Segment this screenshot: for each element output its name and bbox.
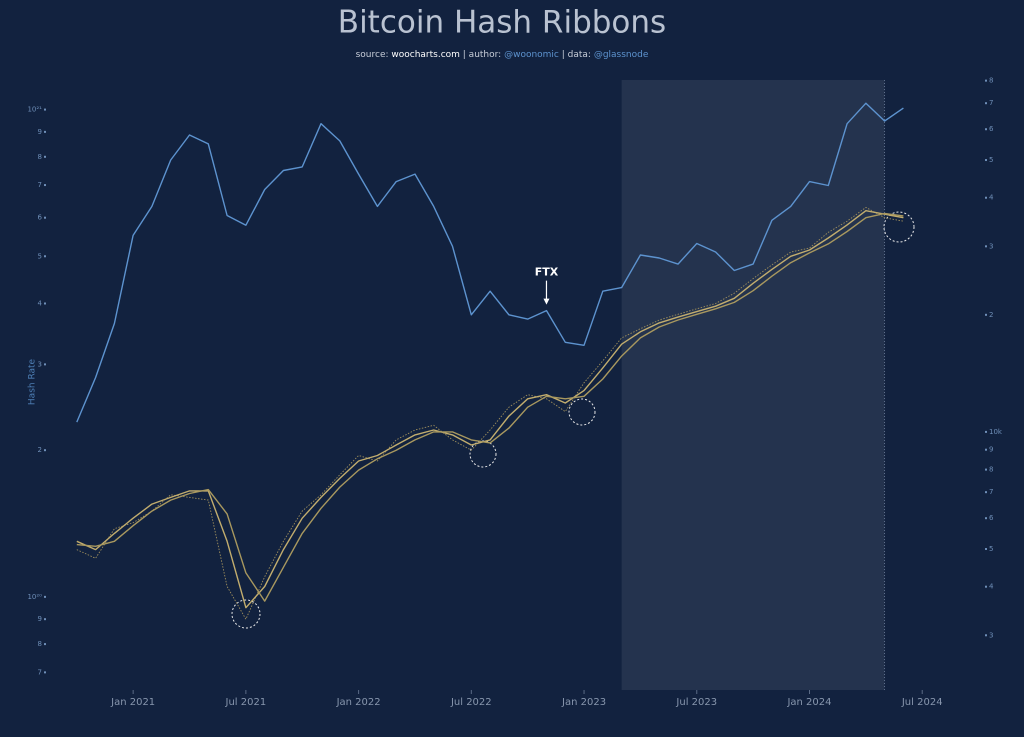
marker-circle [883, 211, 915, 243]
y2-tick-mark [985, 159, 987, 162]
y-tick-mark [44, 302, 46, 305]
marker-circle [231, 599, 261, 629]
chart-subtitle: source: woocharts.com | author: @woonomi… [356, 50, 649, 60]
x-tick-label: Jul 2024 [901, 697, 943, 708]
y-tick-label: 6 [38, 214, 43, 222]
y2-tick-mark [985, 102, 987, 105]
x-tick-label: Jan 2022 [336, 697, 381, 708]
y-tick-label: 9 [38, 615, 42, 623]
y-tick-mark [44, 643, 46, 646]
series-line [76, 102, 904, 423]
annotation-text: FTX [535, 266, 559, 279]
y2-tick-mark [985, 547, 987, 550]
y-tick-label: 5 [38, 252, 42, 260]
x-tick-label: Jul 2022 [450, 697, 492, 708]
y-tick-mark [44, 449, 46, 452]
y-tick-mark [44, 184, 46, 187]
y-tick-mark [44, 618, 46, 621]
y2-tick-mark [985, 128, 987, 131]
y2-tick-mark [985, 430, 987, 433]
y2-tick-label: 3 [989, 631, 993, 639]
y-tick-label: 8 [38, 640, 42, 648]
y2-tick-label: 5 [989, 545, 993, 553]
y2-tick-label: 4 [989, 583, 994, 591]
x-tick-label: Jul 2021 [225, 697, 267, 708]
y-tick-label: 8 [38, 153, 42, 161]
x-tick-label: Jan 2023 [561, 697, 606, 708]
y-tick-label: 2 [38, 446, 42, 454]
y2-tick-label: 8 [989, 77, 993, 85]
y-tick-mark [44, 130, 46, 133]
y-tick-mark [44, 255, 46, 258]
y2-tick-label: 3 [989, 242, 993, 250]
x-tick-label: Jan 2021 [110, 697, 155, 708]
chart-title: Bitcoin Hash Ribbons [338, 5, 666, 41]
y-tick-mark [44, 108, 46, 111]
y2-tick-label: 2 [989, 311, 993, 319]
capitulation-markers [231, 211, 915, 629]
y-tick-mark [44, 595, 46, 598]
y2-tick-mark [985, 448, 987, 451]
x-tick-label: Jan 2024 [786, 697, 831, 708]
y2-tick-mark [985, 468, 987, 471]
y2-tick-mark [985, 245, 987, 248]
y2-tick-label: 5 [989, 156, 993, 164]
subtitle-part: | data: [559, 50, 594, 60]
y2-tick-label: 10k [989, 428, 1003, 436]
y-tick-label: 10²¹ [27, 106, 42, 114]
y2-tick-label: 7 [989, 99, 993, 107]
y-tick-mark [44, 155, 46, 158]
series-line [76, 212, 904, 602]
marker-circle [469, 440, 497, 468]
y2-tick-mark [985, 634, 987, 637]
y2-tick-label: 4 [989, 194, 994, 202]
shaded-period [621, 80, 885, 690]
annotation-arrowhead [543, 298, 550, 305]
y-tick-mark [44, 671, 46, 674]
y2-tick-mark [985, 313, 987, 316]
subtitle-part: | author: [460, 50, 504, 60]
subtitle-part: source: [356, 50, 392, 60]
y-tick-label: 3 [38, 360, 42, 368]
subtitle-part: @glassnode [594, 50, 649, 60]
y2-tick-mark [985, 517, 987, 520]
x-tick-label: Jul 2023 [675, 697, 717, 708]
y2-tick-label: 8 [989, 466, 993, 474]
y-axis-label: Hash Rate [28, 358, 38, 405]
y2-tick-label: 7 [989, 488, 993, 496]
y-tick-label: 7 [38, 668, 42, 676]
y-tick-mark [44, 363, 46, 366]
y2-tick-mark [985, 585, 987, 588]
y-tick-label: 9 [38, 128, 42, 136]
y-tick-label: 7 [38, 181, 42, 189]
y-tick-label: 4 [38, 299, 43, 307]
y2-tick-label: 9 [989, 446, 993, 454]
subtitle-part: woocharts.com [391, 50, 460, 60]
y2-tick-mark [985, 79, 987, 82]
y2-tick-label: 6 [989, 125, 994, 133]
y2-tick-mark [985, 491, 987, 494]
marker-circle [568, 398, 596, 426]
subtitle-part: @woonomic [504, 50, 559, 60]
series-line [76, 210, 904, 609]
y2-tick-label: 6 [989, 514, 994, 522]
series-line [76, 206, 904, 620]
y-tick-mark [44, 216, 46, 219]
y-tick-label: 10²⁰ [27, 593, 42, 601]
y2-tick-mark [985, 196, 987, 199]
